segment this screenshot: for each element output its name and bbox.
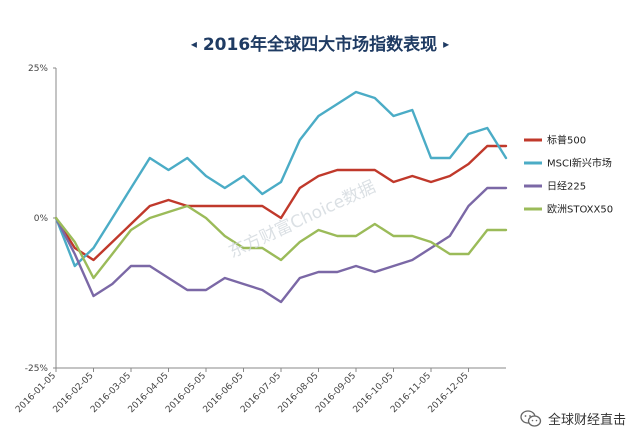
chart-title-text: 2016年全球四大市场指数表现 — [202, 35, 438, 55]
series-line-日经225 — [54, 186, 508, 304]
legend-label: 日经225 — [547, 180, 586, 193]
legend-label: 标普500 — [547, 134, 586, 147]
legend-label: 欧洲STOXX50 — [547, 204, 613, 216]
x-tick-label: 2016-12-05 — [427, 371, 471, 415]
footer-text: 全球财经直击 — [547, 413, 626, 428]
series-line-标普500 — [54, 144, 508, 262]
chart-title: ◂ 2016年全球四大市场指数表现 ▸ — [0, 30, 640, 55]
y-tick-label: 25% — [28, 64, 48, 74]
legend-label: MSCI新兴市场 — [547, 157, 612, 170]
series-line-欧洲STOXX50 — [54, 204, 508, 280]
y-tick-label: 0% — [34, 214, 49, 224]
title-left-arrow-icon: ◂ — [190, 37, 197, 51]
series-line-MSCI新兴市场 — [54, 90, 508, 268]
title-right-arrow-icon: ▸ — [443, 37, 450, 51]
footer-brand: 全球财经直击 — [520, 409, 626, 428]
chart-series-layer — [54, 90, 508, 304]
watermark: 东方财富Choice数据 — [226, 177, 379, 263]
y-tick-label: -25% — [25, 364, 49, 374]
wechat-icon — [520, 409, 542, 427]
